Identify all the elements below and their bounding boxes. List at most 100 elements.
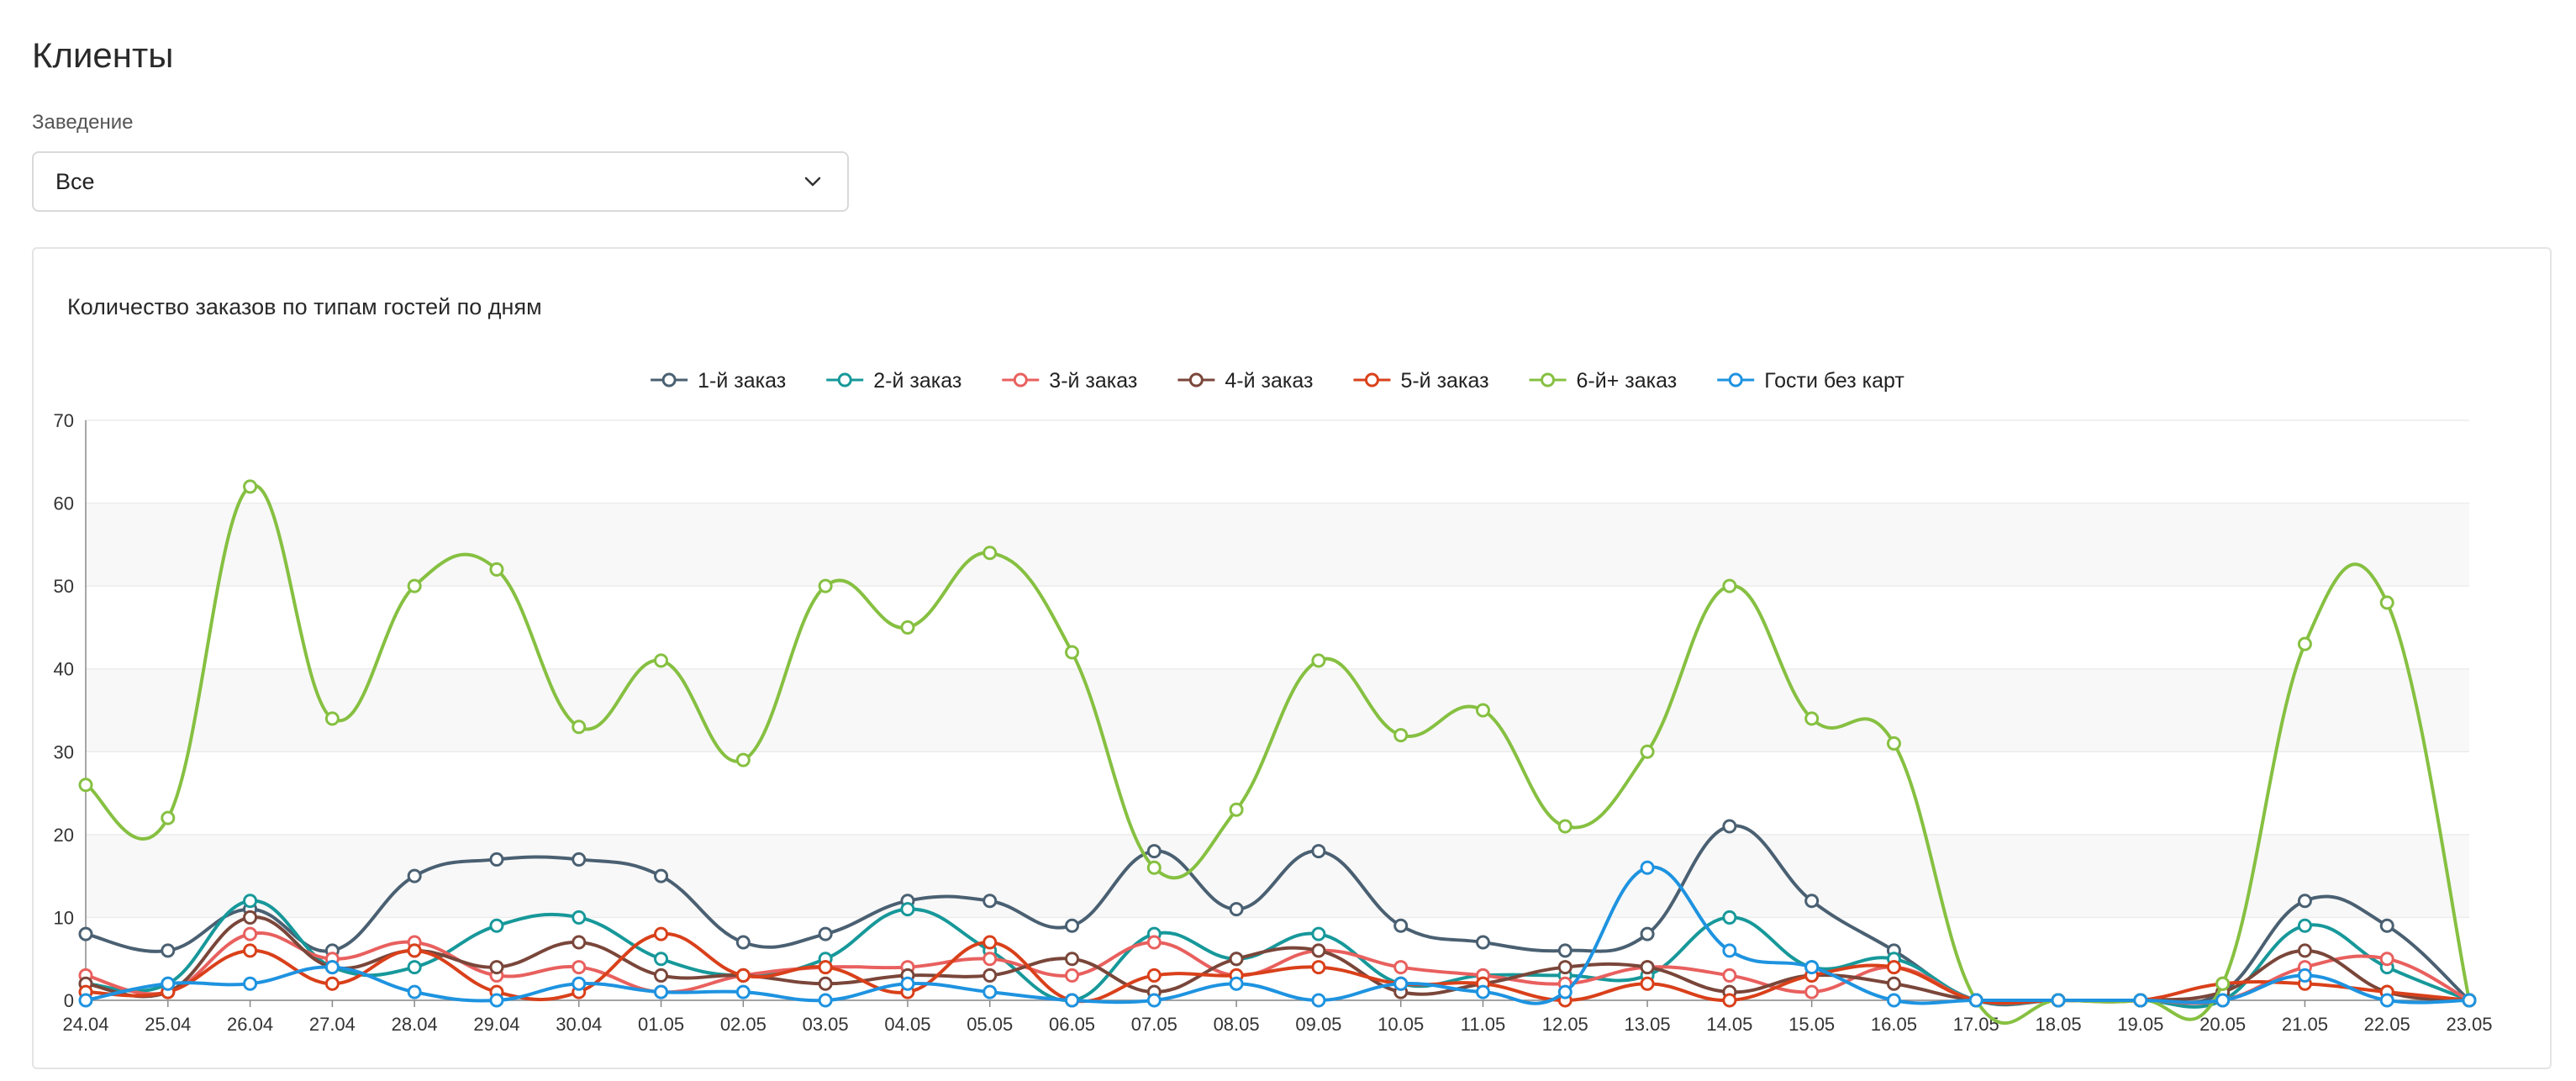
x-tick-label: 05.05	[967, 1014, 1013, 1035]
data-point	[407, 868, 422, 883]
data-point	[1722, 819, 1737, 834]
legend-marker	[1728, 372, 1743, 388]
x-tick-label: 22.05	[2364, 1014, 2410, 1035]
venue-label: Заведение	[32, 111, 134, 134]
data-point	[818, 976, 833, 991]
data-point	[1557, 943, 1572, 958]
x-tick-label: 06.05	[1049, 1014, 1095, 1035]
data-point	[243, 976, 258, 991]
x-tick-label: 11.05	[1461, 1014, 1505, 1035]
y-tick-label: 20	[54, 825, 74, 846]
data-point	[1393, 976, 1409, 991]
x-tick-label: 03.05	[803, 1014, 849, 1035]
x-tick-label: 16.05	[1871, 1014, 1917, 1035]
data-point	[572, 976, 587, 991]
data-point	[1311, 653, 1326, 668]
legend-marker	[837, 372, 852, 388]
data-point	[161, 943, 176, 958]
data-point	[2215, 993, 2231, 1008]
venue-select[interactable]: Все	[32, 151, 849, 212]
data-point	[1065, 952, 1080, 967]
x-tick-label: 29.04	[473, 1014, 519, 1035]
data-point	[1886, 976, 1901, 991]
data-point	[818, 993, 833, 1008]
chevron-down-icon	[800, 169, 825, 194]
legend-item[interactable]: Гости без карт	[1717, 369, 1904, 393]
data-point	[900, 902, 915, 917]
legend-marker	[1364, 372, 1379, 388]
legend-label: 1-й заказ	[698, 369, 786, 393]
x-tick-label: 08.05	[1214, 1014, 1260, 1035]
data-point	[818, 578, 833, 593]
x-tick-label: 10.05	[1378, 1014, 1424, 1035]
plot-band	[86, 668, 2469, 752]
x-tick-label: 21.05	[2282, 1014, 2328, 1035]
x-tick-label: 13.05	[1625, 1014, 1671, 1035]
data-point	[407, 960, 422, 975]
data-point	[2215, 976, 2231, 991]
data-point	[324, 976, 340, 991]
data-point	[654, 984, 669, 999]
data-point	[654, 952, 669, 967]
x-tick-label: 14.05	[1706, 1014, 1752, 1035]
legend-item[interactable]: 5-й заказ	[1353, 369, 1489, 393]
data-point	[1722, 943, 1737, 958]
y-tick-label: 30	[54, 741, 74, 762]
x-tick-label: 19.05	[2117, 1014, 2163, 1035]
data-point	[1146, 935, 1162, 950]
chart-title: Количество заказов по типам гостей по дн…	[67, 294, 542, 319]
venue-select-value: Все	[55, 168, 95, 194]
x-tick-label: 25.04	[145, 1014, 191, 1035]
data-point	[1640, 744, 1655, 759]
data-point	[2297, 636, 2312, 651]
data-point	[1886, 736, 1901, 751]
x-tick-label: 30.04	[556, 1014, 602, 1035]
data-point	[1229, 952, 1244, 967]
data-point	[243, 926, 258, 941]
data-point	[1968, 993, 1983, 1008]
legend-label: 3-й заказ	[1049, 369, 1137, 393]
data-point	[1146, 968, 1162, 983]
data-point	[1311, 960, 1326, 975]
data-point	[489, 852, 504, 867]
legend-item[interactable]: 4-й заказ	[1177, 369, 1313, 393]
data-point	[982, 894, 998, 909]
data-point	[1311, 943, 1326, 958]
x-tick-label: 02.05	[720, 1014, 766, 1035]
legend-item[interactable]: 6-й+ заказ	[1529, 369, 1678, 393]
data-point	[1640, 960, 1655, 975]
y-tick-label: 40	[54, 659, 74, 680]
x-tick-label: 01.05	[638, 1014, 684, 1035]
page-title: Клиенты	[32, 35, 174, 75]
data-point	[654, 868, 669, 883]
x-tick-label: 04.05	[884, 1014, 930, 1035]
legend-item[interactable]: 3-й заказ	[1002, 369, 1137, 393]
data-point	[1640, 860, 1655, 875]
legend-marker	[661, 372, 677, 388]
x-tick-label: 27.04	[309, 1014, 356, 1035]
legend-item[interactable]: 1-й заказ	[651, 369, 786, 393]
data-point	[1722, 578, 1737, 593]
data-point	[982, 935, 998, 950]
data-point	[572, 852, 587, 867]
legend-item[interactable]: 2-й заказ	[826, 369, 961, 393]
series-3	[78, 926, 2477, 1008]
data-point	[407, 578, 422, 593]
legend-label: Гости без карт	[1764, 369, 1904, 393]
data-point	[1065, 993, 1080, 1008]
data-point	[2379, 918, 2394, 933]
y-tick-label: 70	[54, 410, 74, 431]
data-point	[243, 943, 258, 958]
data-point	[1229, 802, 1244, 817]
plot-band	[86, 503, 2469, 587]
data-point	[735, 935, 751, 950]
data-point	[1146, 844, 1162, 859]
series-7	[78, 860, 2477, 1008]
data-point	[2051, 993, 2066, 1008]
data-point	[1065, 918, 1080, 933]
data-point	[1886, 993, 1901, 1008]
data-point	[1311, 844, 1326, 859]
data-point	[2133, 993, 2148, 1008]
data-point	[572, 720, 587, 735]
data-point	[1722, 993, 1737, 1008]
